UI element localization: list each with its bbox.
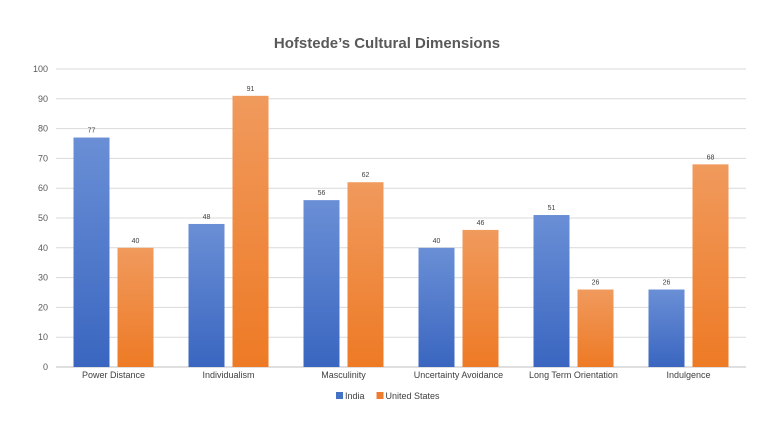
data-label: 77	[88, 128, 96, 135]
data-label: 40	[132, 238, 140, 245]
chart-title: Hofstede’s Cultural Dimensions	[274, 35, 500, 52]
bar-united-states	[232, 95, 269, 367]
y-tick-label: 100	[33, 64, 48, 74]
y-tick-label: 80	[38, 124, 48, 134]
y-tick-label: 10	[38, 332, 48, 342]
data-label: 46	[477, 220, 485, 227]
y-tick-label: 50	[38, 213, 48, 223]
data-label: 91	[247, 86, 255, 93]
bar-united-states	[347, 182, 384, 367]
bar-india	[418, 247, 455, 367]
data-label: 62	[362, 172, 370, 179]
data-label: 51	[548, 205, 556, 212]
bar-india	[73, 137, 110, 367]
data-label: 56	[318, 190, 326, 197]
bar-india	[188, 223, 225, 367]
x-category-label: Long Term Orientation	[529, 370, 618, 380]
data-label: 48	[203, 214, 211, 221]
x-category-label: Indulgence	[666, 370, 710, 380]
legend-label: United States	[386, 391, 441, 401]
x-category-label: Uncertainty Avoidance	[414, 370, 503, 380]
x-category-label: Individualism	[202, 370, 254, 380]
legend-swatch	[376, 392, 384, 399]
bars: 77 40 48 91 56 62 40 46 51 26 26 68	[73, 86, 729, 367]
legend-label: India	[345, 391, 365, 401]
data-label: 26	[663, 280, 671, 287]
data-label: 40	[433, 238, 441, 245]
x-axis-categories: Power Distance Individualism Masculinity Un…	[82, 370, 711, 380]
bar-united-states	[117, 247, 154, 367]
bar-india	[648, 289, 685, 367]
y-tick-label: 70	[38, 153, 48, 163]
bar-united-states	[692, 164, 729, 367]
bar-united-states	[577, 289, 614, 367]
data-label: 68	[707, 154, 715, 161]
x-category-label: Power Distance	[82, 370, 145, 380]
y-tick-label: 0	[43, 362, 48, 372]
legend: India United States	[336, 391, 440, 401]
x-category-label: Masculinity	[321, 370, 366, 380]
y-tick-label: 30	[38, 273, 48, 283]
y-axis-ticks: 0 10 20 30 40 50 60 70 80 90 100	[33, 64, 48, 372]
bar-india	[533, 215, 570, 367]
legend-swatch	[336, 392, 343, 399]
bar-india	[303, 200, 340, 367]
y-tick-label: 20	[38, 302, 48, 312]
bar-united-states	[462, 229, 499, 367]
y-tick-label: 40	[38, 243, 48, 253]
y-tick-label: 90	[38, 94, 48, 104]
gridlines	[56, 68, 746, 368]
data-label: 26	[592, 280, 600, 287]
y-tick-label: 60	[38, 183, 48, 193]
